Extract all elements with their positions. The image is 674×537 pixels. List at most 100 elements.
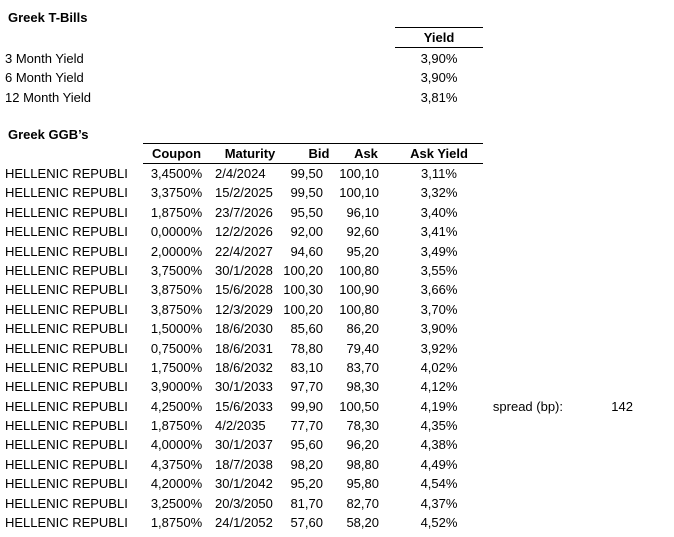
ggb-header-maturity: Maturity	[224, 146, 276, 161]
bond-bid-price: 99,50	[290, 185, 323, 201]
bond-bid-price: 78,80	[290, 340, 323, 356]
bond-bid-price: 100,20	[283, 262, 323, 278]
bond-coupon-value: 2,0000%	[150, 243, 203, 259]
bond-coupon-value: 3,3750%	[150, 185, 203, 201]
bond-ask-yield: 3,40%	[420, 204, 458, 220]
bond-bid-price: 81,70	[290, 495, 323, 511]
bond-bid-price: 77,70	[290, 418, 323, 434]
bond-coupon-value: 1,7500%	[150, 359, 203, 375]
bond-coupon-value: 1,8750%	[150, 204, 203, 220]
bond-bid-price: 98,20	[290, 456, 323, 472]
bond-coupon-value: 1,8750%	[150, 515, 203, 531]
tbills-yield-header-label: Yield	[423, 30, 455, 45]
bond-maturity-date: 20/3/2050	[215, 495, 273, 511]
bond-bid-price: 99,90	[290, 398, 323, 414]
ggb-bond-row: HELLENIC REPUBLI 0,7500% 18/6/2031 78,80 79,…	[0, 339, 674, 358]
tbills-section-title: Greek T-Bills	[8, 10, 88, 25]
bond-issuer-name: HELLENIC REPUBLI	[5, 456, 128, 472]
tbill-row: 6 Month Yield 3,90%	[0, 68, 674, 87]
bond-bid-price: 95,20	[290, 476, 323, 492]
bond-maturity-date: 18/6/2030	[215, 321, 273, 337]
bond-bid-price: 100,20	[283, 301, 323, 317]
bond-coupon-value: 0,7500%	[150, 340, 203, 356]
bond-ask-yield: 3,92%	[420, 340, 458, 356]
bond-bid-price: 57,60	[290, 515, 323, 531]
bond-ask-yield: 3,90%	[420, 321, 458, 337]
ggb-bond-row: HELLENIC REPUBLI 1,8750% 23/7/2026 95,50 96,…	[0, 203, 674, 222]
bond-ask-price: 95,20	[346, 243, 379, 259]
bond-ask-yield: 4,19%	[420, 398, 458, 414]
ggb-bond-row: HELLENIC REPUBLI 4,2500% 15/6/2033 99,90 100…	[0, 397, 674, 416]
spread-annotation: spread (bp): 142	[0, 397, 674, 416]
bond-ask-yield: 4,12%	[420, 379, 458, 395]
bond-ask-yield: 3,49%	[420, 243, 458, 259]
bond-maturity-date: 18/6/2031	[215, 340, 273, 356]
tbill-row-yield-value: 3,90%	[420, 70, 458, 86]
bond-bid-price: 85,60	[290, 321, 323, 337]
bond-ask-yield: 4,49%	[420, 456, 458, 472]
bond-ask-yield: 4,35%	[420, 418, 458, 434]
bond-ask-price: 92,60	[346, 224, 379, 240]
bond-issuer-name: HELLENIC REPUBLI	[5, 437, 128, 453]
bond-ask-price: 86,20	[346, 321, 379, 337]
bond-maturity-date: 15/2/2025	[215, 185, 273, 201]
bond-issuer-name: HELLENIC REPUBLI	[5, 224, 128, 240]
bond-maturity-date: 23/7/2026	[215, 204, 273, 220]
bond-coupon-value: 4,3750%	[150, 456, 203, 472]
bond-ask-yield: 3,41%	[420, 224, 458, 240]
bond-coupon-value: 4,0000%	[150, 437, 203, 453]
bond-ask-price: 100,90	[339, 282, 379, 298]
bond-ask-price: 100,10	[339, 185, 379, 201]
tbill-row: 3 Month Yield 3,90%	[0, 49, 674, 68]
bond-issuer-name: HELLENIC REPUBLI	[5, 262, 128, 278]
spread-value: 142	[611, 398, 633, 414]
bond-ask-yield: 4,54%	[420, 476, 458, 492]
bond-ask-yield: 3,55%	[420, 262, 458, 278]
bond-maturity-date: 24/1/2052	[215, 515, 273, 531]
bond-maturity-date: 18/7/2038	[215, 456, 273, 472]
bond-bid-price: 83,10	[290, 359, 323, 375]
bond-bid-price: 95,50	[290, 204, 323, 220]
bond-ask-price: 100,80	[339, 301, 379, 317]
ggb-table-header-row: Coupon Maturity Bid Ask Ask Yield	[143, 143, 483, 164]
bond-ask-yield: 4,52%	[420, 515, 458, 531]
bond-ask-price: 96,20	[346, 437, 379, 453]
bond-ask-price: 100,50	[339, 398, 379, 414]
bond-ask-price: 100,10	[339, 166, 379, 181]
bond-bid-price: 94,60	[290, 243, 323, 259]
bond-ask-price: 79,40	[346, 340, 379, 356]
bond-maturity-date: 2/4/2024	[215, 166, 266, 181]
bond-issuer-name: HELLENIC REPUBLI	[5, 476, 128, 492]
ggb-bond-row: HELLENIC REPUBLI 3,4500% 2/4/2024 99,50 100,…	[0, 164, 674, 183]
bond-ask-yield: 4,37%	[420, 495, 458, 511]
bond-issuer-name: HELLENIC REPUBLI	[5, 243, 128, 259]
bond-ask-price: 78,30	[346, 418, 379, 434]
bond-coupon-value: 3,2500%	[150, 495, 203, 511]
ggb-bond-row: HELLENIC REPUBLI 4,3750% 18/7/2038 98,20 98,…	[0, 455, 674, 474]
bond-maturity-date: 4/2/2035	[215, 418, 266, 434]
bond-coupon-value: 4,2000%	[150, 476, 203, 492]
bond-bid-price: 92,00	[290, 224, 323, 240]
bond-issuer-name: HELLENIC REPUBLI	[5, 301, 128, 317]
spread-label: spread (bp):	[492, 398, 563, 414]
tbills-yield-column-header: Yield	[395, 27, 483, 48]
ggb-bond-row: HELLENIC REPUBLI 1,8750% 24/1/2052 57,60 58,…	[0, 513, 674, 532]
bond-ask-yield: 3,32%	[420, 185, 458, 201]
ggb-bond-row: HELLENIC REPUBLI 3,3750% 15/2/2025 99,50 100…	[0, 183, 674, 202]
bond-coupon-value: 1,5000%	[150, 321, 203, 337]
bond-ask-price: 96,10	[346, 204, 379, 220]
bond-ask-price: 98,80	[346, 456, 379, 472]
bond-coupon-value: 3,4500%	[150, 166, 203, 181]
bond-maturity-date: 22/4/2027	[215, 243, 273, 259]
bond-issuer-name: HELLENIC REPUBLI	[5, 398, 128, 414]
bond-issuer-name: HELLENIC REPUBLI	[5, 340, 128, 356]
ggb-bond-row: HELLENIC REPUBLI 2,0000% 22/4/2027 94,60 95,…	[0, 242, 674, 261]
bond-ask-price: 58,20	[346, 515, 379, 531]
bond-coupon-value: 3,9000%	[150, 379, 203, 395]
bond-issuer-name: HELLENIC REPUBLI	[5, 204, 128, 220]
tbill-row-yield-value: 3,90%	[420, 51, 458, 66]
bond-issuer-name: HELLENIC REPUBLI	[5, 185, 128, 201]
bond-maturity-date: 15/6/2033	[215, 398, 273, 414]
ggb-table-rows: HELLENIC REPUBLI 3,4500% 2/4/2024 99,50 100,…	[0, 164, 674, 532]
